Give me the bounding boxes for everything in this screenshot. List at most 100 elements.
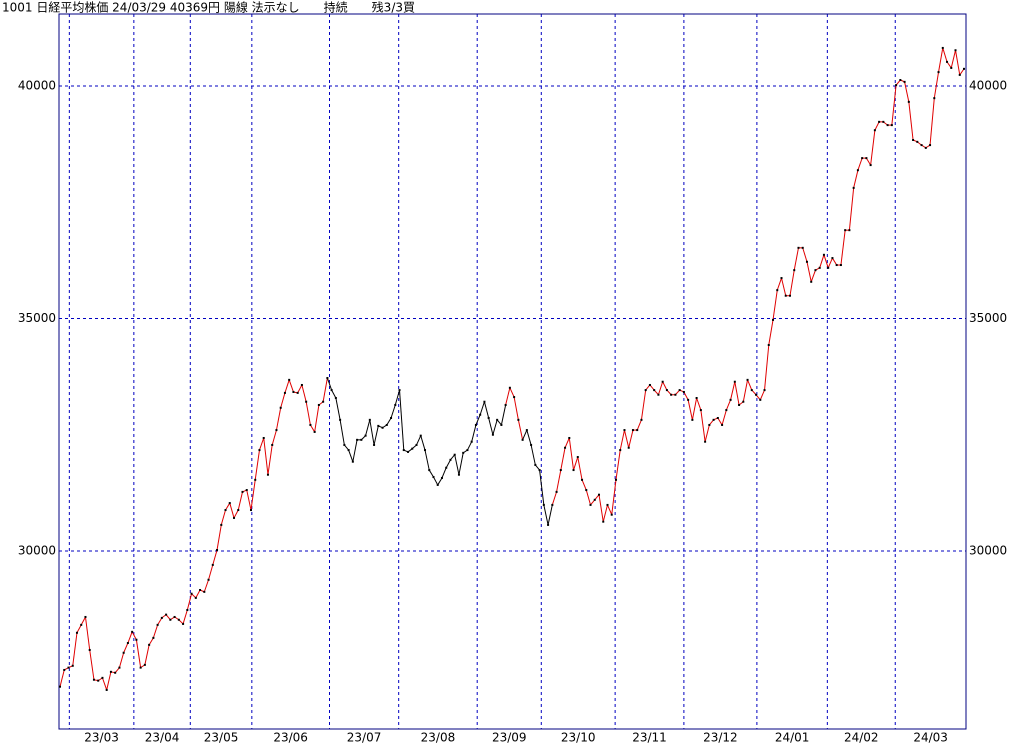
x-tick-label: 23/12 (703, 731, 738, 745)
line-segment (331, 389, 337, 399)
line-segment (216, 524, 222, 551)
data-point (759, 398, 762, 401)
data-point (377, 424, 380, 427)
data-point (364, 434, 367, 437)
line-segment (768, 319, 774, 346)
line-segment (505, 387, 511, 406)
line-segment (259, 437, 265, 451)
data-point (109, 670, 112, 673)
data-point (97, 679, 100, 682)
line-segment (615, 449, 621, 480)
line-segment (144, 644, 150, 665)
data-point (572, 469, 575, 472)
line-segment (186, 593, 193, 611)
data-point (330, 389, 333, 392)
data-point (763, 389, 766, 392)
line-segment (352, 439, 358, 462)
plot-frame (58, 13, 967, 730)
data-point (394, 403, 397, 406)
line-segment (280, 392, 286, 408)
line-segment (577, 456, 583, 480)
line-segment (628, 429, 634, 448)
line-segment (619, 429, 625, 451)
data-point (194, 596, 197, 599)
line-segment (657, 381, 664, 395)
data-point (882, 120, 885, 123)
data-point (767, 344, 770, 347)
line-segment (441, 467, 447, 479)
data-point (738, 403, 741, 406)
data-point (886, 124, 889, 127)
data-point (631, 429, 634, 432)
x-tick-label: 24/01 (775, 731, 810, 745)
data-point (772, 318, 775, 321)
data-point (954, 49, 957, 52)
data-point (793, 269, 796, 272)
data-point (165, 613, 168, 616)
data-point (534, 463, 537, 466)
data-point (63, 668, 66, 671)
line-segment (322, 377, 328, 402)
data-point (283, 391, 286, 394)
data-point (305, 400, 308, 403)
line-segment (373, 425, 379, 446)
line-segment (700, 410, 706, 442)
data-point (916, 140, 919, 143)
data-point (139, 666, 142, 669)
line-segment (386, 417, 392, 426)
line-segment (424, 449, 430, 471)
line-segment (131, 631, 137, 640)
data-point (143, 663, 146, 666)
line-segment (335, 397, 341, 420)
data-point (182, 622, 185, 625)
line-segment (225, 502, 231, 511)
data-point (398, 389, 401, 392)
line-segment (203, 579, 210, 593)
data-point (844, 229, 847, 232)
data-point (852, 186, 855, 189)
data-point (462, 451, 465, 454)
line-segment (823, 254, 829, 268)
line-segment (832, 257, 838, 266)
line-segment (233, 509, 239, 519)
line-segment (420, 435, 426, 451)
data-point (156, 623, 159, 626)
line-segment (195, 589, 201, 599)
data-point (322, 400, 325, 403)
line-segment (904, 81, 910, 102)
data-point (453, 453, 456, 456)
data-point (691, 418, 694, 421)
data-point (500, 423, 503, 426)
data-point (559, 469, 562, 472)
y-tick-label-right: 35000 (969, 311, 1007, 325)
data-point (271, 443, 274, 446)
data-point (907, 100, 910, 103)
data-point (801, 246, 804, 249)
data-point (568, 436, 571, 439)
data-point (385, 423, 388, 426)
line-segment (874, 121, 880, 131)
data-point (581, 478, 584, 481)
data-point (865, 157, 868, 160)
line-segment (704, 424, 710, 442)
data-point (869, 164, 872, 167)
data-point (589, 503, 592, 506)
line-segment (309, 424, 316, 433)
data-point (674, 393, 677, 396)
line-segment (853, 170, 859, 188)
line-segment (212, 549, 218, 566)
data-point (963, 67, 965, 70)
line-segment (950, 50, 956, 69)
line-segment (781, 277, 787, 296)
data-point (381, 426, 384, 429)
line-segment (492, 419, 498, 435)
line-segment (793, 247, 799, 271)
line-segment (84, 616, 91, 651)
line-segment (466, 441, 473, 451)
data-point (627, 446, 630, 449)
data-point (530, 443, 533, 446)
data-point (211, 563, 214, 566)
line-segment (640, 390, 647, 420)
data-point (317, 403, 320, 406)
line-segment (607, 504, 613, 515)
